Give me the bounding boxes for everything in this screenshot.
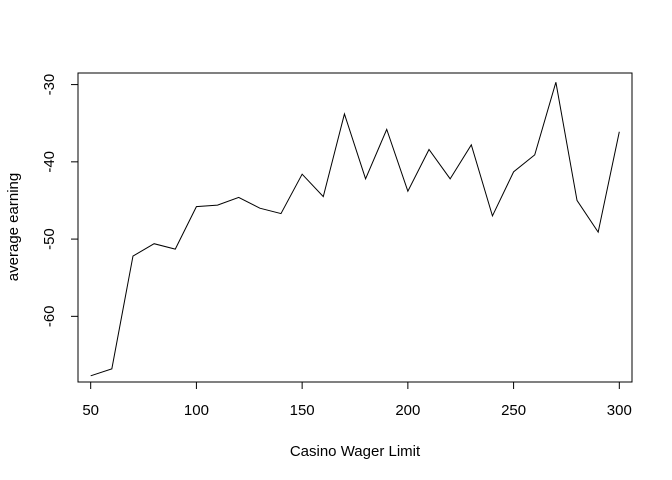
y-tick-label: -50 (41, 228, 58, 250)
x-tick-label: 300 (607, 402, 632, 419)
y-tick-label: -60 (41, 305, 58, 327)
y-tick-label: -30 (41, 74, 58, 96)
y-tick-label: -40 (41, 151, 58, 173)
series-line (90, 82, 620, 377)
x-tick-label: 50 (82, 402, 99, 419)
x-tick-label: 150 (290, 402, 315, 419)
x-axis-label: Casino Wager Limit (290, 443, 421, 460)
y-axis-label: average earning (5, 173, 22, 281)
x-tick-label: 250 (501, 402, 526, 419)
y-axis: -60 -50 -40 -30 (41, 74, 79, 327)
x-tick-label: 200 (395, 402, 420, 419)
x-tick-label: 100 (184, 402, 209, 419)
plot-frame (77, 72, 633, 383)
x-axis: 50 100 150 200 250 300 (82, 381, 632, 419)
